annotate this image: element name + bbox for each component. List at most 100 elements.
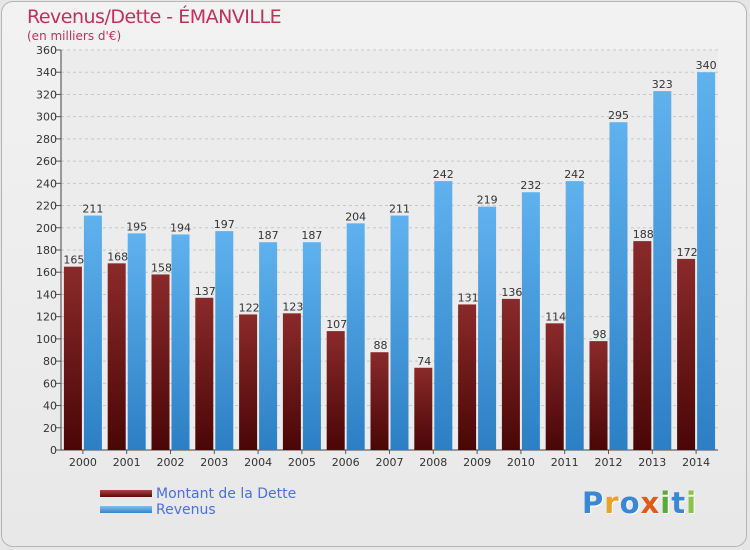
data-label-revenus: 204	[345, 210, 366, 223]
bar-revenus	[215, 231, 234, 450]
bar-revenus	[521, 192, 540, 450]
y-tick-label: 180	[36, 244, 57, 257]
data-label-revenus: 187	[258, 229, 279, 242]
bar-dette	[282, 313, 301, 450]
bar-revenus	[653, 91, 672, 450]
bar-revenus	[302, 242, 321, 450]
data-label-revenus: 197	[214, 218, 235, 231]
data-label-dette: 74	[417, 355, 431, 368]
legend-swatch-dette	[100, 490, 152, 497]
bar-dette	[589, 341, 608, 450]
bar-dette	[195, 297, 214, 450]
bar-dette	[63, 266, 82, 450]
logo-letter: t	[671, 486, 687, 520]
data-label-dette: 88	[374, 339, 388, 352]
chart-title: Revenus/Dette - ÉMANVILLE	[27, 6, 282, 28]
data-label-dette: 136	[501, 286, 522, 299]
y-tick-label: 360	[36, 44, 57, 57]
data-label-revenus: 242	[433, 168, 454, 181]
x-tick-label: 2013	[638, 456, 666, 469]
data-label-dette: 172	[677, 246, 698, 259]
y-tick-label: 20	[43, 422, 57, 435]
x-tick-label: 2004	[244, 456, 272, 469]
data-label-dette: 188	[633, 228, 654, 241]
y-tick-label: 40	[43, 400, 57, 413]
bar-revenus	[565, 181, 584, 450]
x-tick-label: 2011	[551, 456, 579, 469]
y-tick-label: 300	[36, 111, 57, 124]
data-label-revenus: 295	[608, 109, 629, 122]
y-tick-label: 220	[36, 200, 57, 213]
data-label-dette: 131	[458, 291, 479, 304]
y-tick-label: 260	[36, 155, 57, 168]
x-tick-label: 2002	[157, 456, 185, 469]
data-label-dette: 158	[151, 261, 172, 274]
data-label-dette: 165	[63, 254, 84, 267]
bar-revenus	[346, 223, 365, 450]
legend-label-revenus: Revenus	[156, 502, 216, 518]
logo-letter: i	[660, 486, 672, 520]
y-tick-label: 320	[36, 88, 57, 101]
x-tick-label: 2014	[682, 456, 710, 469]
data-label-revenus: 195	[126, 220, 147, 233]
logo-letter: r	[604, 486, 620, 520]
data-label-dette: 107	[326, 318, 347, 331]
data-label-revenus: 219	[477, 194, 498, 207]
bar-dette	[501, 298, 520, 450]
y-tick-label: 280	[36, 133, 57, 146]
bar-dette	[370, 352, 389, 450]
x-tick-label: 2008	[419, 456, 447, 469]
y-tick-label: 340	[36, 66, 57, 79]
x-tick-label: 2009	[463, 456, 491, 469]
y-tick-label: 80	[43, 355, 57, 368]
bar-dette	[151, 274, 170, 450]
bar-revenus	[83, 215, 102, 450]
y-tick-label: 60	[43, 377, 57, 390]
x-tick-label: 2003	[200, 456, 228, 469]
y-tick-label: 240	[36, 177, 57, 190]
logo-letter: i	[686, 486, 698, 520]
y-tick-label: 160	[36, 266, 57, 279]
data-label-dette: 122	[239, 301, 260, 314]
data-label-revenus: 211	[82, 203, 103, 216]
y-tick-label: 200	[36, 222, 57, 235]
bar-revenus	[171, 234, 190, 450]
data-label-dette: 137	[195, 285, 216, 298]
data-label-dette: 114	[545, 310, 566, 323]
y-tick-label: 100	[36, 333, 57, 346]
bar-dette	[633, 241, 652, 450]
x-tick-label: 2006	[332, 456, 360, 469]
x-tick-label: 2007	[376, 456, 404, 469]
legend-label-dette: Montant de la Dette	[156, 486, 297, 502]
data-label-revenus: 232	[520, 179, 541, 192]
data-label-revenus: 187	[301, 229, 322, 242]
chart-subtitle: (en milliers d'€)	[27, 29, 122, 43]
y-tick-label: 0	[50, 444, 57, 457]
logo-letter: P	[582, 486, 605, 520]
bar-revenus	[259, 242, 278, 450]
data-label-revenus: 211	[389, 203, 410, 216]
bar-dette	[545, 323, 564, 450]
data-label-dette: 168	[107, 250, 128, 263]
bar-revenus	[390, 215, 409, 450]
logo-letter: o	[619, 486, 641, 520]
proxiti-logo: Proxiti	[582, 486, 697, 520]
bar-dette	[458, 304, 477, 450]
x-tick-label: 2001	[113, 456, 141, 469]
x-tick-label: 2005	[288, 456, 316, 469]
bar-revenus	[434, 181, 453, 450]
bar-dette	[107, 263, 126, 450]
data-label-revenus: 242	[564, 168, 585, 181]
bar-dette	[239, 314, 258, 450]
legend-swatch-revenus	[100, 506, 152, 513]
x-tick-label: 2000	[69, 456, 97, 469]
y-tick-label: 120	[36, 311, 57, 324]
bar-dette	[677, 258, 696, 450]
bar-revenus	[609, 122, 628, 450]
bar-revenus	[127, 233, 146, 450]
bar-revenus	[478, 206, 497, 450]
x-tick-label: 2012	[595, 456, 623, 469]
y-tick-label: 140	[36, 288, 57, 301]
bar-dette	[414, 367, 433, 450]
bar-revenus	[697, 72, 716, 450]
